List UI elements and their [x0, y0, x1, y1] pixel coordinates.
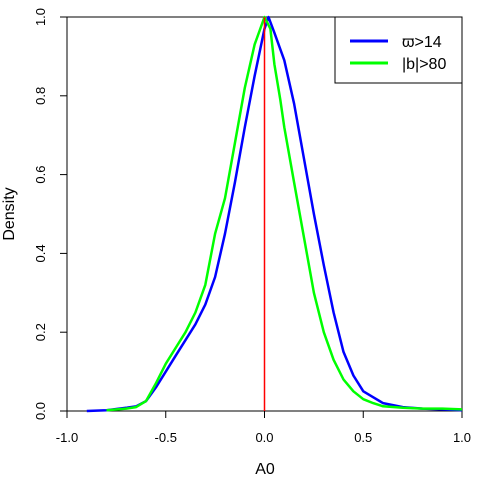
y-axis: 0.0 0.2 0.4 0.6 0.8 1.0: [33, 8, 67, 420]
legend-label-0: ϖ>14: [402, 34, 442, 51]
x-tick-label-3: 0.5: [354, 430, 372, 445]
y-tick-label-1: 0.2: [33, 323, 48, 341]
y-tick-label-4: 0.8: [33, 87, 48, 105]
y-tick-label-5: 1.0: [33, 8, 48, 26]
x-tick-label-0: -1.0: [56, 430, 78, 445]
y-axis-label: Density: [1, 187, 18, 240]
series-line-1: [106, 15, 463, 412]
series-layer: [86, 15, 463, 413]
legend-label-1: |b|>80: [402, 56, 446, 73]
x-tick-label-1: -0.5: [155, 430, 177, 445]
y-tick-label-0: 0.0: [33, 402, 48, 420]
x-tick-label-2: 0.0: [255, 430, 273, 445]
x-axis-label: A0: [255, 461, 275, 478]
legend: ϖ>14 |b|>80: [334, 16, 463, 84]
y-tick-label-2: 0.4: [33, 244, 48, 262]
x-axis: -1.0 -0.5 0.0 0.5 1.0: [56, 411, 471, 445]
y-tick-label-3: 0.6: [33, 166, 48, 184]
x-tick-label-4: 1.0: [453, 430, 471, 445]
legend-box: [334, 16, 463, 84]
